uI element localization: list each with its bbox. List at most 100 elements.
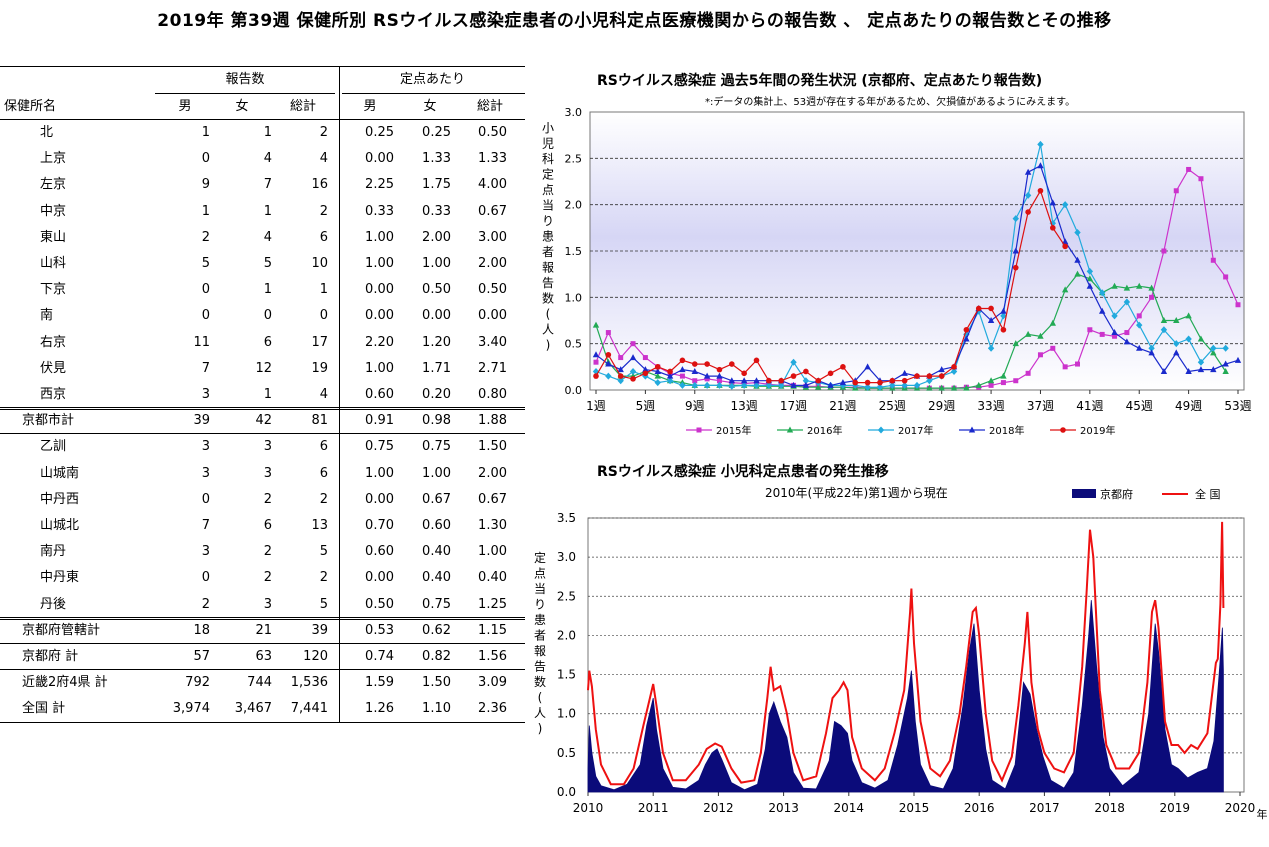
chart1-point xyxy=(1223,274,1229,280)
chart1-point xyxy=(1000,372,1007,379)
chart1-point xyxy=(765,377,773,384)
chart1-point xyxy=(939,385,945,391)
chart1-point xyxy=(975,381,982,388)
chart1-point xyxy=(642,366,649,373)
chart1-xtick: 49週 xyxy=(1175,399,1202,413)
chart2-xtick: 2012 xyxy=(703,801,734,815)
chart1-ytick: 1.0 xyxy=(565,291,583,304)
chart1-point xyxy=(593,359,599,365)
row-value: 3 xyxy=(201,439,210,455)
row-value: 12 xyxy=(255,360,272,376)
chart1-point xyxy=(655,364,661,370)
chart1-point xyxy=(592,367,600,375)
chart1-point xyxy=(1185,367,1192,374)
row-value: 1.20 xyxy=(422,334,451,350)
col-header: 男 xyxy=(363,99,377,114)
chart1-ylabel-char: 報 xyxy=(542,261,554,275)
row-value: 1.71 xyxy=(422,360,451,376)
row-value: 63 xyxy=(255,649,272,664)
row-value: 0.70 xyxy=(365,518,394,533)
chart1-ytick: 1.5 xyxy=(565,245,583,258)
row-value: 0.98 xyxy=(422,413,451,429)
chart1-point xyxy=(1000,326,1007,333)
chart2-line-national xyxy=(587,521,1225,786)
chart1-point xyxy=(827,383,834,390)
chart1-point xyxy=(839,383,847,390)
chart1-point xyxy=(1025,209,1031,215)
row-value: 2.00 xyxy=(422,229,451,245)
row-value: 1.59 xyxy=(365,675,394,691)
chart1-point xyxy=(1185,335,1192,343)
row-value: 1.56 xyxy=(478,649,507,664)
chart1-point xyxy=(654,379,661,387)
chart1-point xyxy=(827,370,834,377)
row-value: 0.75 xyxy=(422,439,451,455)
chart1-point xyxy=(1186,166,1192,172)
chart1-point xyxy=(815,379,822,387)
chart1-point xyxy=(889,377,896,384)
chart1-point xyxy=(1049,319,1057,326)
chart1-point xyxy=(938,372,945,380)
row-value: 5 xyxy=(319,596,328,612)
chart1-xtick: 33週 xyxy=(977,399,1004,413)
chart1-point xyxy=(852,384,859,391)
chart1-point xyxy=(901,369,908,376)
chart1-point xyxy=(741,370,747,377)
table-row-rule xyxy=(0,721,525,723)
row-value: 2 xyxy=(319,491,328,507)
row-value: 0 xyxy=(319,308,328,324)
chart1-point xyxy=(950,363,958,370)
chart1-point xyxy=(765,382,773,389)
row-name: 中京 xyxy=(40,203,67,219)
chart1-point xyxy=(740,381,748,388)
row-value: 2 xyxy=(319,203,328,219)
chart1-point xyxy=(889,377,896,384)
chart1-legend-label: 2019年 xyxy=(1080,424,1115,437)
chart1-point xyxy=(876,383,884,391)
row-value: 1.15 xyxy=(478,622,507,638)
table-top-rule xyxy=(0,66,525,67)
row-value: 5 xyxy=(263,256,272,271)
chart1-point xyxy=(1049,219,1057,227)
chart1-point xyxy=(902,385,908,391)
chart1-point xyxy=(1037,162,1044,169)
row-value: 0 xyxy=(201,308,210,324)
chart2-ytick: 2.5 xyxy=(557,589,576,603)
row-value: 0.67 xyxy=(422,491,451,507)
row-value: 1.26 xyxy=(365,701,394,717)
row-value: 0.00 xyxy=(365,282,394,298)
row-value: 0.75 xyxy=(365,439,394,455)
row-value: 19 xyxy=(311,360,328,376)
row-value: 1 xyxy=(201,125,210,140)
chart1-point xyxy=(1062,364,1068,370)
row-name: 南 xyxy=(40,308,54,324)
row-name: 東山 xyxy=(40,229,67,245)
chart1-point xyxy=(877,379,883,386)
chart1-point xyxy=(840,384,846,390)
chart1-point xyxy=(654,367,661,374)
row-value: 4 xyxy=(319,387,328,402)
chart1-point xyxy=(617,366,624,373)
chart1-point xyxy=(1173,188,1179,194)
row-value: 7,441 xyxy=(290,701,328,717)
chart1-point xyxy=(1148,349,1155,356)
chart1-point xyxy=(629,367,637,375)
row-value: 0.82 xyxy=(422,649,451,664)
chart1-point xyxy=(629,354,637,361)
chart1-point xyxy=(975,304,982,311)
chart1-point xyxy=(987,377,995,384)
chart1-point xyxy=(716,366,723,373)
chart1-point xyxy=(1012,340,1019,347)
table-row-rule xyxy=(0,643,525,644)
chart2-ylabel-char: 人 xyxy=(534,706,546,720)
chart1-legend-marker xyxy=(786,426,794,433)
chart1-plot-area xyxy=(589,111,1245,391)
chart1-point xyxy=(1210,257,1216,263)
chart1-point xyxy=(642,372,649,380)
row-value: 11 xyxy=(193,334,210,350)
chart1-point xyxy=(1173,340,1180,348)
row-value: 4 xyxy=(319,151,328,167)
chart2-ylabel-char: ( xyxy=(538,691,543,705)
chart1-ytick: 0.5 xyxy=(565,338,583,351)
chart1-point xyxy=(938,373,945,379)
